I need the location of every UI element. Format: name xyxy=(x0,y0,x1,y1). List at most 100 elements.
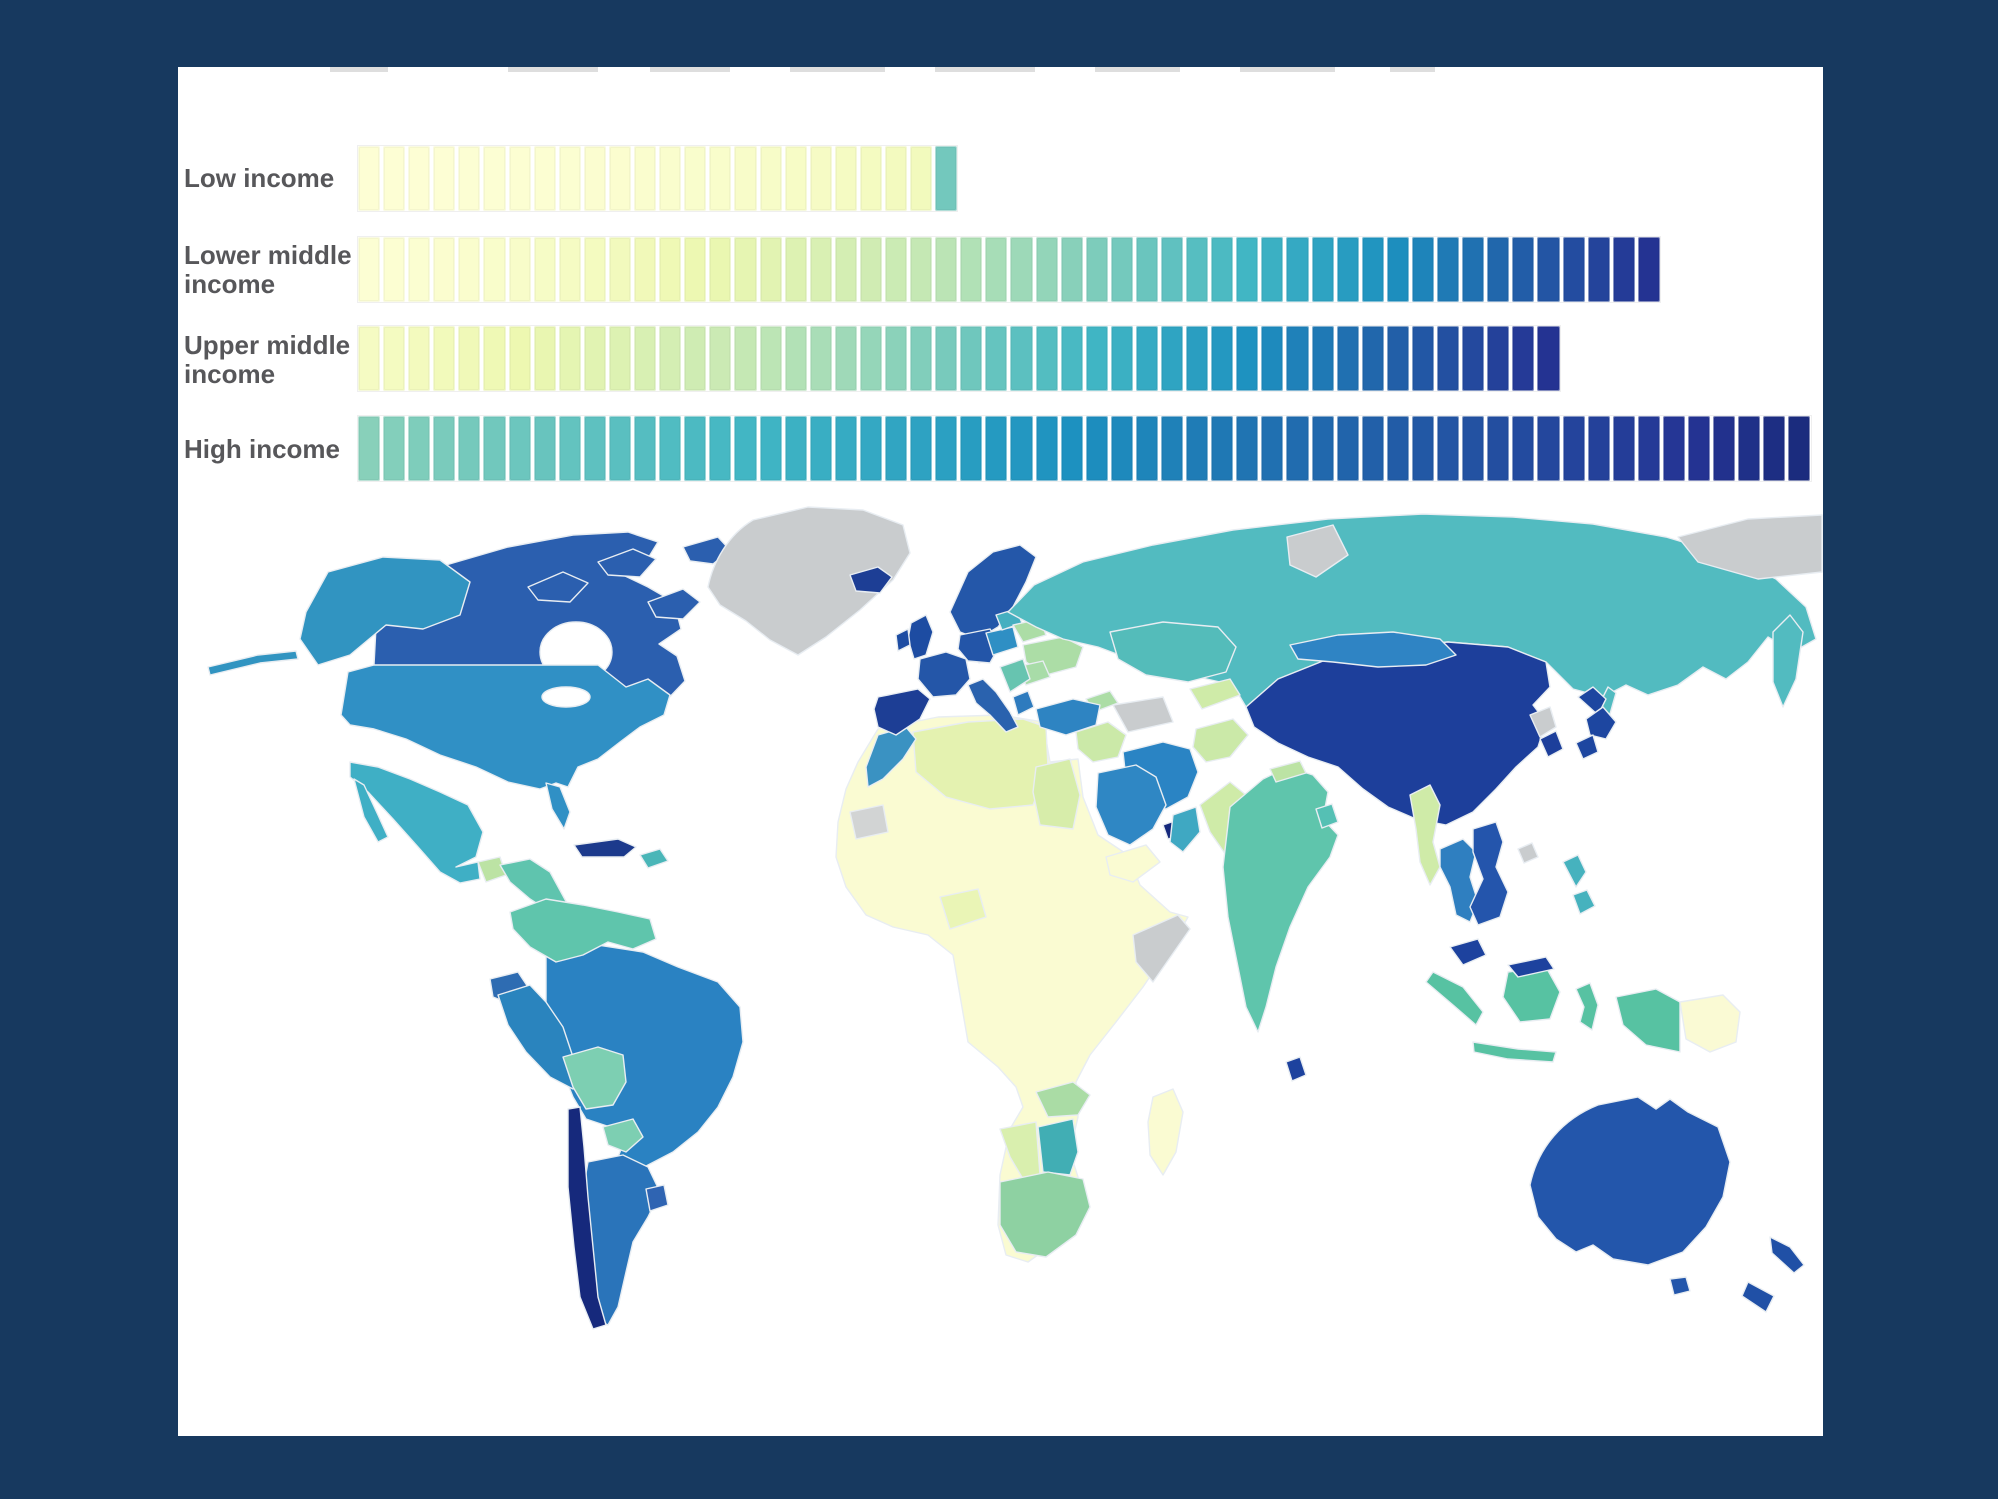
country-tile[interactable] xyxy=(408,237,431,302)
region-hispaniola[interactable] xyxy=(639,848,669,869)
country-tile[interactable] xyxy=(884,237,908,302)
country-tile[interactable] xyxy=(910,326,933,391)
region-south-africa[interactable] xyxy=(999,1171,1091,1258)
country-tile[interactable] xyxy=(1437,326,1460,391)
region-bolivia[interactable] xyxy=(562,1046,627,1110)
country-tile[interactable] xyxy=(985,326,1008,391)
country-tile[interactable] xyxy=(1035,326,1058,391)
country-tile[interactable] xyxy=(1336,416,1359,481)
country-tile[interactable] xyxy=(358,237,381,302)
region-north-korea[interactable] xyxy=(1529,706,1557,738)
region-baja-california[interactable] xyxy=(353,778,389,843)
country-tile[interactable] xyxy=(960,237,983,302)
country-tile[interactable] xyxy=(834,146,857,211)
country-tile[interactable] xyxy=(859,416,882,481)
region-guatemala[interactable] xyxy=(477,856,507,883)
region-iceland[interactable] xyxy=(849,566,893,594)
region-japan[interactable] xyxy=(1575,734,1599,760)
country-tile[interactable] xyxy=(608,237,632,302)
region-philippines[interactable] xyxy=(1562,854,1587,888)
country-tile[interactable] xyxy=(1161,416,1184,481)
country-tile[interactable] xyxy=(1110,416,1133,481)
country-tile[interactable] xyxy=(1361,326,1384,391)
country-tile[interactable] xyxy=(1437,237,1460,302)
region-kamchatka[interactable] xyxy=(1772,614,1804,708)
country-tile[interactable] xyxy=(709,326,732,391)
country-tile[interactable] xyxy=(433,416,456,481)
region-vietnam-cambodia[interactable] xyxy=(1469,821,1509,926)
region-florida[interactable] xyxy=(545,782,571,830)
region-madagascar[interactable] xyxy=(1147,1088,1184,1176)
country-tile[interactable] xyxy=(583,326,606,391)
region-india[interactable] xyxy=(1222,766,1339,1033)
region-nigeria[interactable] xyxy=(939,888,987,930)
country-tile[interactable] xyxy=(859,237,882,302)
country-tile[interactable] xyxy=(1537,416,1560,481)
country-tile[interactable] xyxy=(884,326,908,391)
country-tile[interactable] xyxy=(1035,237,1058,302)
country-tile[interactable] xyxy=(1085,326,1108,391)
region-malaysia-borneo[interactable] xyxy=(1507,956,1555,978)
region-colombia-venezuela[interactable] xyxy=(509,898,657,963)
country-tile[interactable] xyxy=(734,237,757,302)
region-taiwan[interactable] xyxy=(1517,842,1539,864)
country-tile[interactable] xyxy=(985,237,1008,302)
region-new-zealand-north[interactable] xyxy=(1769,1236,1805,1274)
country-tile[interactable] xyxy=(935,237,958,302)
region-kyrgyzstan-tajikistan[interactable] xyxy=(1189,678,1241,710)
region-saudi-arabia[interactable] xyxy=(1095,764,1167,846)
region-new-zealand-south[interactable] xyxy=(1741,1281,1775,1313)
country-tile[interactable] xyxy=(1386,326,1409,391)
region-tasmania[interactable] xyxy=(1669,1276,1691,1296)
country-tile[interactable] xyxy=(1562,237,1585,302)
country-tile[interactable] xyxy=(608,146,632,211)
country-tile[interactable] xyxy=(1462,237,1485,302)
region-balkans[interactable] xyxy=(999,658,1031,693)
country-tile[interactable] xyxy=(684,326,707,391)
country-tile[interactable] xyxy=(558,416,581,481)
country-tile[interactable] xyxy=(910,416,933,481)
region-france[interactable] xyxy=(917,651,971,698)
country-tile[interactable] xyxy=(659,146,682,211)
region-greenland[interactable] xyxy=(707,506,911,656)
region-ireland[interactable] xyxy=(895,628,911,652)
country-tile[interactable] xyxy=(784,416,807,481)
region-morocco[interactable] xyxy=(865,726,917,788)
region-aleutian-islands[interactable] xyxy=(207,650,299,676)
country-tile[interactable] xyxy=(1386,237,1409,302)
region-svalbard[interactable] xyxy=(1286,524,1349,578)
region-turkey[interactable] xyxy=(1035,698,1101,736)
region-arctic-northeast[interactable] xyxy=(1677,514,1823,580)
country-tile[interactable] xyxy=(1361,237,1384,302)
region-zimbabwe-zambia[interactable] xyxy=(1035,1081,1091,1118)
region-arctic-islands[interactable] xyxy=(527,571,589,603)
region-botswana[interactable] xyxy=(1037,1118,1079,1176)
country-tile[interactable] xyxy=(634,416,657,481)
country-tile[interactable] xyxy=(1311,416,1334,481)
country-tile[interactable] xyxy=(1211,237,1234,302)
region-papua-west[interactable] xyxy=(1615,988,1681,1053)
country-tile[interactable] xyxy=(1211,326,1234,391)
country-tile[interactable] xyxy=(433,237,456,302)
country-tile[interactable] xyxy=(960,326,983,391)
country-tile[interactable] xyxy=(383,416,406,481)
country-tile[interactable] xyxy=(1161,237,1184,302)
country-tile[interactable] xyxy=(433,326,456,391)
country-tile[interactable] xyxy=(1211,416,1234,481)
country-tile[interactable] xyxy=(533,326,556,391)
country-tile[interactable] xyxy=(734,416,757,481)
country-tile[interactable] xyxy=(1261,326,1284,391)
country-tile[interactable] xyxy=(1286,237,1309,302)
country-tile[interactable] xyxy=(533,237,556,302)
country-tile[interactable] xyxy=(383,326,406,391)
country-tile[interactable] xyxy=(583,237,606,302)
region-iberia[interactable] xyxy=(873,688,931,736)
country-tile[interactable] xyxy=(1487,326,1510,391)
country-tile[interactable] xyxy=(508,146,531,211)
country-tile[interactable] xyxy=(1462,416,1485,481)
country-tile[interactable] xyxy=(1060,416,1083,481)
country-tile[interactable] xyxy=(408,326,431,391)
region-arctic-islands[interactable] xyxy=(647,588,701,620)
country-tile[interactable] xyxy=(659,237,682,302)
country-tile[interactable] xyxy=(1286,326,1309,391)
